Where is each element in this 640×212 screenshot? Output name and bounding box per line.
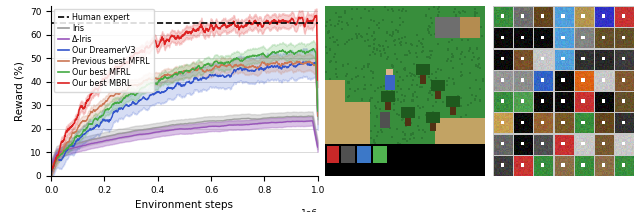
Legend: Human expert, Iris, Δ-Iris, Our DreamerV3, Previous best MFRL, Our best MFRL, Ou: Human expert, Iris, Δ-Iris, Our DreamerV… (54, 9, 154, 92)
Text: 1e6: 1e6 (301, 209, 317, 212)
X-axis label: Environment steps: Environment steps (136, 200, 234, 210)
Y-axis label: Reward (%): Reward (%) (15, 61, 24, 121)
